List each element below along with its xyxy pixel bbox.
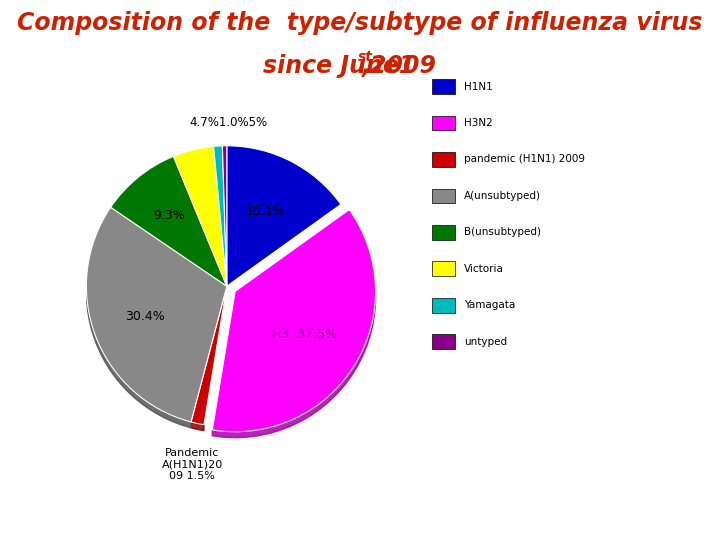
- Bar: [432, 334, 455, 349]
- Text: untyped: untyped: [464, 336, 507, 347]
- Text: 30.4%: 30.4%: [125, 310, 165, 323]
- Text: st: st: [358, 50, 373, 64]
- Text: H3  37.5%: H3 37.5%: [271, 328, 337, 341]
- Text: Victoria: Victoria: [464, 264, 503, 274]
- Bar: [432, 188, 455, 203]
- Polygon shape: [86, 295, 191, 428]
- Text: 4.7%1.0%5%: 4.7%1.0%5%: [189, 116, 267, 129]
- Text: Composition of the  type/subtype of influenza virus: Composition of the type/subtype of influ…: [17, 11, 703, 35]
- Text: Pandemic
A(H1N1)20
09 1.5%: Pandemic A(H1N1)20 09 1.5%: [161, 448, 222, 482]
- Wedge shape: [227, 146, 341, 286]
- Text: Yamagata: Yamagata: [464, 300, 515, 310]
- Polygon shape: [212, 295, 376, 438]
- Text: ,2009: ,2009: [362, 55, 437, 78]
- Text: 9.3%: 9.3%: [153, 209, 185, 222]
- Bar: [432, 79, 455, 94]
- Bar: [432, 116, 455, 130]
- Text: 15.1%: 15.1%: [246, 205, 285, 218]
- Wedge shape: [86, 207, 227, 422]
- Wedge shape: [111, 156, 227, 286]
- Bar: [432, 298, 455, 313]
- Bar: [432, 152, 455, 167]
- Text: pandemic (H1N1) 2009: pandemic (H1N1) 2009: [464, 154, 585, 165]
- Text: H1N1: H1N1: [464, 82, 492, 92]
- Text: H3N2: H3N2: [464, 118, 492, 128]
- Bar: [432, 225, 455, 240]
- Text: A(unsubtyped): A(unsubtyped): [464, 191, 541, 201]
- Text: B(unsubtyped): B(unsubtyped): [464, 227, 541, 238]
- Text: CHINESE CENTER FOR DISEASE CONTROL AND PREVENTION: CHINESE CENTER FOR DISEASE CONTROL AND P…: [174, 509, 618, 522]
- Polygon shape: [191, 422, 204, 430]
- Bar: [432, 261, 455, 276]
- Wedge shape: [222, 146, 227, 286]
- Circle shape: [0, 497, 338, 534]
- Text: since June1: since June1: [263, 55, 415, 78]
- Wedge shape: [174, 146, 227, 286]
- Wedge shape: [214, 146, 227, 286]
- Wedge shape: [212, 210, 376, 432]
- Wedge shape: [191, 286, 227, 425]
